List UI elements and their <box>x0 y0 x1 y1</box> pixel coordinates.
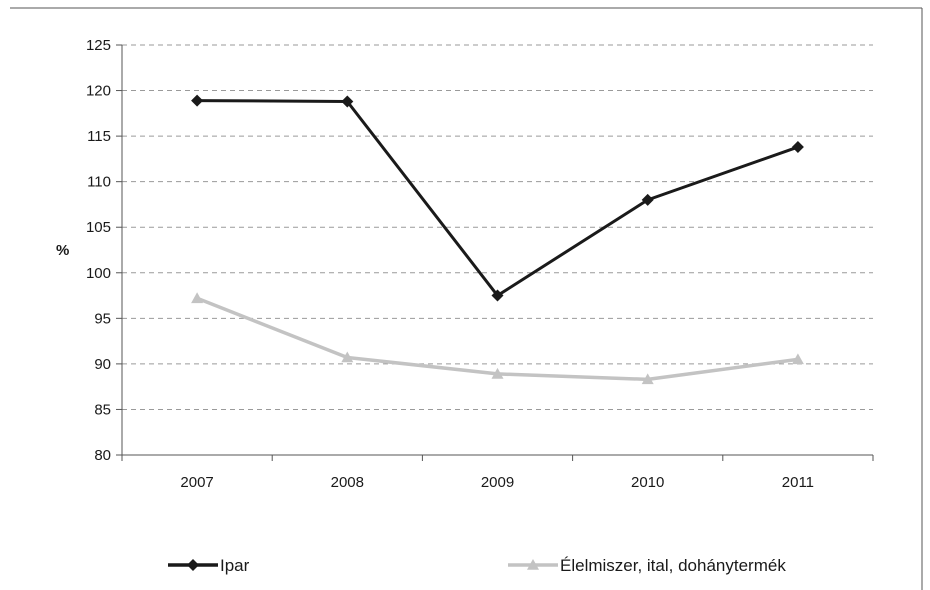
axes <box>116 45 873 461</box>
y-tick-label: 90 <box>94 356 111 373</box>
data-point-ipar <box>792 141 804 153</box>
x-tick-labels: 2007 2008 2009 2010 2011 <box>180 474 814 491</box>
data-series <box>191 95 804 385</box>
y-tick-label: 85 <box>94 401 111 418</box>
data-point-elelmiszer <box>191 292 203 303</box>
legend-marker-ipar <box>187 559 199 571</box>
y-tick-label: 120 <box>86 83 111 100</box>
y-tick-label: 125 <box>86 37 111 54</box>
x-tick-label: 2008 <box>331 474 364 491</box>
legend-label-ipar: Ipar <box>220 556 250 575</box>
y-axis-title: % <box>56 242 69 259</box>
y-tick-label: 115 <box>87 128 111 145</box>
y-tick-labels: 80 85 90 95 100 105 110 115 120 125 <box>86 37 111 464</box>
data-point-ipar <box>191 95 203 107</box>
x-tick-label: 2009 <box>481 474 514 491</box>
x-tick-label: 2011 <box>782 474 814 491</box>
y-tick-label: 100 <box>86 265 111 282</box>
y-tick-label: 105 <box>86 219 111 236</box>
x-tick-label: 2007 <box>180 474 213 491</box>
legend: Ipar Élelmiszer, ital, dohánytermék <box>168 556 786 575</box>
series-line-ipar <box>197 101 798 296</box>
x-tick-label: 2010 <box>631 474 664 491</box>
legend-label-elelmiszer: Élelmiszer, ital, dohánytermék <box>560 556 786 575</box>
y-tick-label: 110 <box>87 174 111 191</box>
y-tick-label: 80 <box>94 447 111 464</box>
series-line-elelmiszer <box>197 298 798 379</box>
y-tick-label: 95 <box>94 310 111 327</box>
